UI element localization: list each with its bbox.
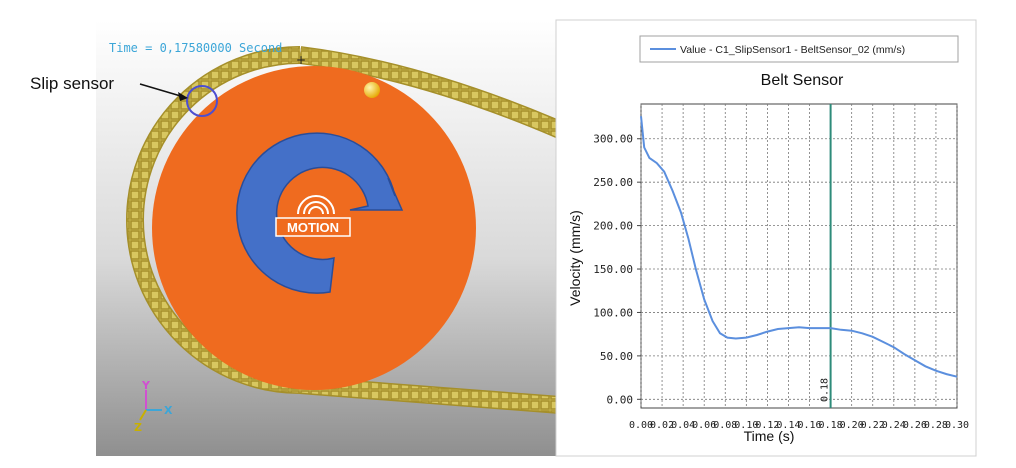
x-tick-label: 0.10	[734, 420, 758, 431]
contact-ball	[364, 82, 380, 98]
belt-upper-span	[299, 47, 556, 137]
belt-point-marker: +	[296, 53, 306, 67]
y-tick-label: 0.00	[607, 393, 634, 406]
x-tick-label: 0.08	[713, 420, 737, 431]
x-tick-label: 0.00	[629, 420, 653, 431]
motion-logo: MOTION	[275, 195, 351, 237]
time-marker-label: 0.18	[820, 378, 831, 402]
coordinate-triad: Y X Z	[134, 379, 173, 434]
x-tick-label: 0.04	[671, 420, 695, 431]
slip-sensor-marker[interactable]	[186, 85, 218, 117]
plot-area[interactable]: 0.000.020.040.060.080.100.120.140.160.18…	[593, 103, 969, 431]
rotation-arrow-icon	[236, 132, 404, 294]
annotation-arrow-line	[139, 83, 185, 98]
slip-sensor-annotation: Slip sensor	[30, 74, 115, 93]
belt	[127, 47, 556, 413]
x-tick-label: 0.24	[882, 420, 906, 431]
simulation-viewport[interactable]: MOTION + Y X Z	[96, 20, 560, 456]
triad-z-label: Z	[134, 421, 142, 434]
x-tick-label: 0.06	[692, 420, 716, 431]
logo-text: MOTION	[287, 220, 339, 235]
x-tick-label: 0.18	[819, 420, 843, 431]
x-axis-label: Time (s)	[744, 428, 795, 444]
y-tick-label: 250.00	[593, 176, 633, 189]
annotation-arrowhead-icon	[178, 92, 188, 101]
x-tick-label: 0.22	[861, 420, 885, 431]
x-tick-label: 0.26	[903, 420, 927, 431]
y-tick-label: 150.00	[593, 263, 633, 276]
legend-series-label: Value - C1_SlipSensor1 - BeltSensor_02 (…	[680, 44, 905, 56]
time-readout: Time = 0,17580000 Second	[109, 41, 283, 55]
x-tick-label: 0.28	[924, 420, 948, 431]
x-tick-label: 0.12	[755, 420, 779, 431]
legend-box	[639, 35, 959, 63]
chart-legend[interactable]: Value - C1_SlipSensor1 - BeltSensor_02 (…	[639, 35, 959, 63]
x-tick-label: 0.14	[776, 420, 800, 431]
x-tick-label: 0.20	[840, 420, 864, 431]
x-tick-label: 0.16	[797, 420, 821, 431]
triad-x-label: X	[164, 404, 173, 417]
x-tick-label: 0.02	[650, 420, 674, 431]
chart-title: Belt Sensor	[760, 72, 844, 89]
y-tick-label: 200.00	[593, 220, 633, 233]
x-tick-label: 0.30	[945, 420, 969, 431]
y-tick-label: 50.00	[600, 350, 633, 363]
triad-y-label: Y	[141, 379, 151, 392]
series-line	[640, 116, 958, 378]
y-tick-label: 100.00	[593, 306, 633, 319]
y-axis-label: Velocity (mm/s)	[567, 210, 583, 306]
y-tick-label: 300.00	[593, 133, 633, 146]
plot-frame	[640, 103, 958, 409]
